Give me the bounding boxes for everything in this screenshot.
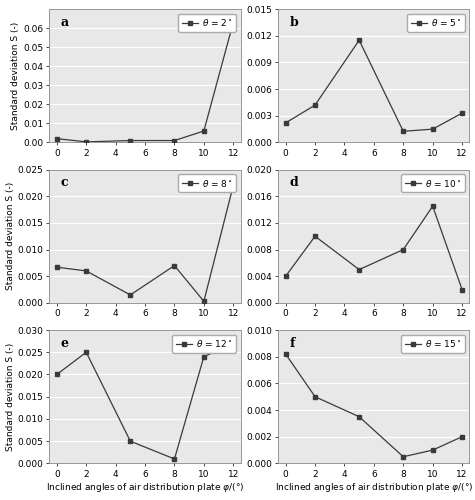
Y-axis label: Standard deviation S (-): Standard deviation S (-)	[6, 182, 15, 290]
Text: c: c	[61, 176, 68, 189]
Text: b: b	[290, 16, 298, 28]
Legend: $\theta$ = 2$^\circ$: $\theta$ = 2$^\circ$	[178, 14, 236, 32]
Y-axis label: Standard deviation S (-): Standard deviation S (-)	[6, 342, 15, 451]
Legend: $\theta$ = 12$^\circ$: $\theta$ = 12$^\circ$	[172, 334, 236, 353]
Legend: $\theta$ = 5$^\circ$: $\theta$ = 5$^\circ$	[407, 14, 465, 32]
X-axis label: Inclined angles of air distribution plate $\varphi$/(°): Inclined angles of air distribution plat…	[275, 482, 473, 494]
Text: a: a	[61, 16, 69, 28]
Text: d: d	[290, 176, 298, 189]
Text: e: e	[61, 336, 69, 349]
X-axis label: Inclined angles of air distribution plate $\varphi$/(°): Inclined angles of air distribution plat…	[46, 482, 244, 494]
Legend: $\theta$ = 10$^\circ$: $\theta$ = 10$^\circ$	[401, 174, 465, 193]
Y-axis label: Standard deviation S (-): Standard deviation S (-)	[11, 22, 20, 130]
Legend: $\theta$ = 8$^\circ$: $\theta$ = 8$^\circ$	[178, 174, 236, 193]
Text: f: f	[290, 336, 295, 349]
Legend: $\theta$ = 15$^\circ$: $\theta$ = 15$^\circ$	[401, 334, 465, 353]
